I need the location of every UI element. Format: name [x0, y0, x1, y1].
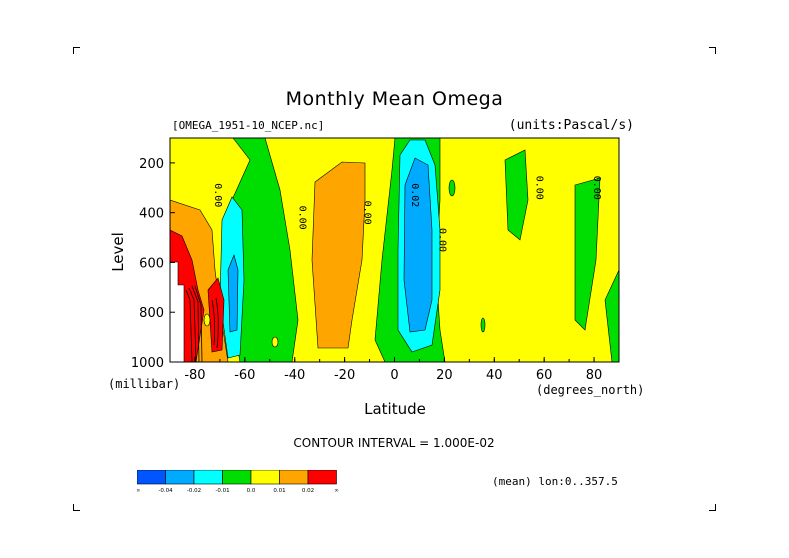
contour-fill-south-red-lobe [207, 277, 225, 353]
corner-mark-top-right [709, 47, 716, 54]
colorbar-label: 0.0 [247, 488, 256, 494]
colorbar: -∞ -0.04 -0.02 -0.01 0.0 0.01 0.02 ∞ [137, 470, 339, 494]
x-tick-label: -60 [234, 368, 255, 383]
x-tick-label: 80 [586, 368, 603, 383]
x-ticks: -80 -60 -40 -20 0 20 40 60 80 [169, 357, 620, 383]
contour-fill-north-green-strip [574, 177, 601, 331]
y-tick-label: 600 [139, 256, 164, 271]
contour-label: 0.00 [362, 201, 373, 225]
x-tick-label: 20 [436, 368, 453, 383]
contour-fill-south-blue [227, 254, 239, 333]
colorbar-swatch [193, 470, 223, 485]
contour-label: 0.00 [591, 176, 602, 200]
colorbar-label: 0.02 [302, 488, 314, 494]
contour-label: 0.02 [409, 183, 420, 207]
corner-mark-top-left [73, 47, 80, 54]
contour-label: 0.00 [436, 228, 447, 252]
file-label: [OMEGA_1951-10_NCEP.nc] [172, 119, 325, 132]
x-tick-label: 40 [486, 368, 503, 383]
y-axis-label: Level [109, 232, 127, 272]
contour-interval-text: CONTOUR INTERVAL = 1.000E-02 [293, 436, 495, 450]
contour-fills [170, 138, 619, 362]
contour-island-3 [271, 336, 279, 348]
contour-fill-north-blue [403, 157, 433, 333]
colorbar-swatch [307, 470, 337, 485]
corner-mark-bottom-right [709, 504, 716, 511]
x-tick-label: -40 [284, 368, 305, 383]
contour-label: 0.00 [212, 183, 223, 207]
x-tick-label: 0 [390, 368, 398, 383]
y-tick-label: 800 [139, 306, 164, 321]
y-ticks: 200 400 600 800 1000 [131, 157, 175, 371]
contour-fill-north-green-island [504, 149, 529, 241]
units-label: (units:Pascal/s) [508, 118, 634, 133]
terrain-mask [170, 261, 185, 362]
colorbar-label: -∞ [137, 488, 140, 494]
contour-labels: 0.00 0.00 0.00 0.02 0.00 0.00 0.00 [212, 176, 602, 252]
x-tick-label: 60 [536, 368, 553, 383]
colorbar-swatch [165, 470, 195, 485]
dense-contours [185, 285, 219, 362]
y-tick-label: 400 [139, 207, 164, 222]
colorbar-label: -0.01 [215, 488, 229, 494]
y-tick-label: 200 [139, 157, 164, 172]
colorbar-label: ∞ [334, 488, 339, 494]
contour-island-4 [203, 313, 211, 327]
colorbar-swatch [250, 470, 280, 485]
contour-label: 0.00 [534, 176, 545, 200]
corner-mark-bottom-left [73, 504, 80, 511]
x-tick-label: -20 [334, 368, 355, 383]
colorbar-label: 0.01 [273, 488, 285, 494]
y-tick-label: 1000 [131, 356, 164, 371]
colorbar-swatch [137, 470, 166, 485]
contour-fill-central-orange [311, 161, 366, 349]
colorbar-label: -0.04 [158, 488, 173, 494]
contour-island-1 [448, 179, 456, 197]
y-axis-units: (millibar) [108, 377, 181, 391]
contour-label: 0.00 [297, 206, 308, 230]
colorbar-swatch [279, 470, 309, 485]
chart-title: Monthly Mean Omega [285, 88, 504, 110]
x-tick-label: -80 [184, 368, 205, 383]
contour-island-2 [480, 317, 486, 333]
mean-longitude-text: (mean) lon:0..357.5 [492, 475, 618, 488]
colorbar-swatch [222, 470, 252, 485]
x-axis-units: (degrees_north) [536, 383, 645, 397]
x-axis-label: Latitude [364, 400, 426, 418]
colorbar-label: -0.02 [187, 488, 201, 494]
